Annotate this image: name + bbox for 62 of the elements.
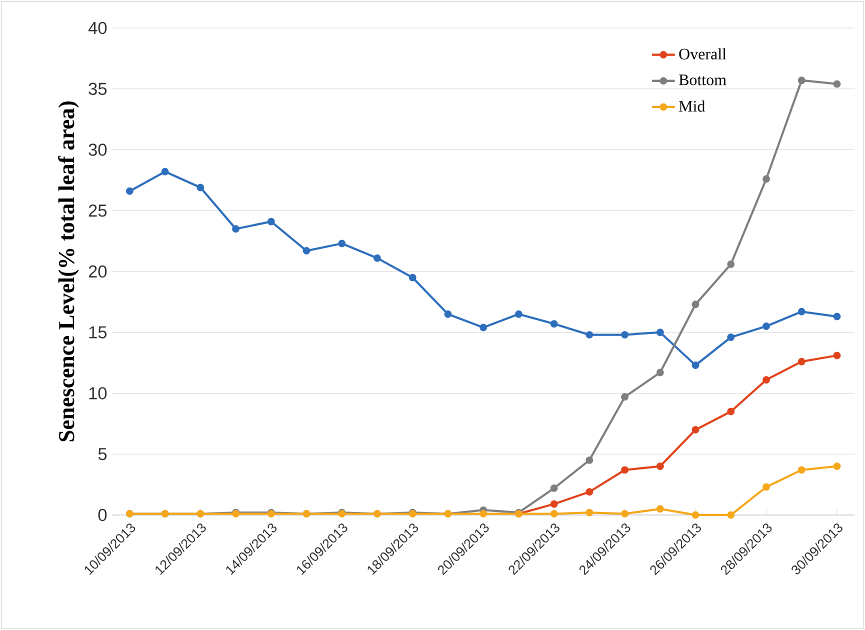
point [833, 462, 841, 470]
point [762, 376, 770, 384]
y-tick-label: 10 [89, 387, 107, 400]
point [727, 260, 735, 268]
point [656, 505, 664, 513]
point [302, 247, 310, 255]
point [692, 426, 700, 434]
point [550, 484, 558, 492]
point [514, 310, 522, 318]
y-tick-label: 40 [88, 22, 107, 34]
point [656, 462, 664, 470]
point [798, 358, 806, 366]
y-tick-label: 15 [89, 326, 107, 338]
point [586, 488, 594, 496]
point [727, 511, 735, 519]
point [480, 324, 488, 332]
point [762, 483, 770, 491]
legend-label: Mid [679, 100, 706, 112]
point [692, 362, 700, 369]
y-tick-label: 20 [88, 265, 107, 278]
point [656, 368, 664, 376]
point [727, 333, 735, 341]
y-tick-label: 0 [98, 508, 107, 522]
point [727, 408, 735, 416]
point [833, 352, 841, 360]
point [586, 331, 594, 339]
y-tick-label: 35 [88, 82, 107, 95]
point [444, 310, 452, 318]
point [550, 320, 558, 328]
legend-label: Overall [679, 48, 726, 60]
point [126, 187, 134, 195]
point [833, 312, 841, 320]
point [621, 466, 629, 474]
point [798, 466, 806, 474]
legend-label: Bottom [679, 74, 726, 86]
point [161, 168, 169, 176]
point [586, 456, 594, 464]
y-tick-label: 5 [98, 448, 107, 460]
point [408, 274, 416, 282]
point [232, 225, 240, 233]
point [550, 500, 558, 508]
point [374, 254, 381, 262]
point [267, 218, 275, 226]
point [621, 510, 629, 518]
point [621, 331, 629, 339]
point [586, 508, 594, 516]
point [833, 80, 841, 88]
point [338, 240, 346, 248]
point [798, 76, 806, 84]
y-tick-label: 30 [88, 144, 107, 156]
point [656, 328, 664, 336]
point [798, 308, 806, 316]
y-axis-title: Senescence Level(% total leaf area) [58, 101, 79, 442]
point [692, 300, 700, 308]
point [196, 184, 204, 192]
point [621, 393, 629, 401]
point [480, 510, 488, 518]
point [762, 175, 770, 183]
point [762, 322, 770, 330]
point [550, 510, 558, 518]
point [692, 511, 700, 519]
y-tick-label: 25 [88, 204, 107, 217]
